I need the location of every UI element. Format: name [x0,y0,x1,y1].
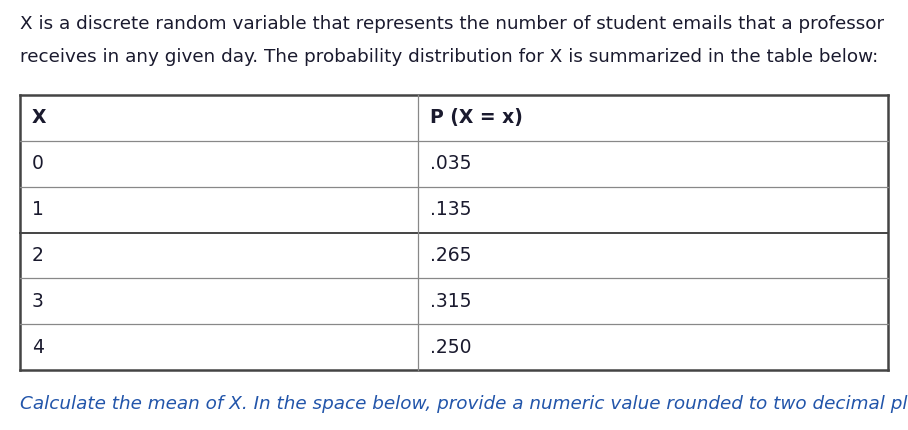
Text: 3: 3 [32,292,44,311]
Text: receives in any given day. The probability distribution for X is summarized in t: receives in any given day. The probabili… [20,48,878,66]
Text: .265: .265 [429,246,471,265]
Text: X: X [32,108,46,127]
Text: Calculate the mean of X. In the space below, provide a numeric value rounded to : Calculate the mean of X. In the space be… [20,395,908,413]
Text: .035: .035 [429,154,471,173]
Text: 2: 2 [32,246,44,265]
Text: .250: .250 [429,338,471,356]
Text: 0: 0 [32,154,44,173]
Text: .315: .315 [429,292,471,311]
Text: 4: 4 [32,338,44,356]
Text: .135: .135 [429,200,471,219]
Text: P (X = x): P (X = x) [429,108,523,127]
Text: 1: 1 [32,200,44,219]
Text: X is a discrete random variable that represents the number of student emails tha: X is a discrete random variable that rep… [20,15,884,33]
